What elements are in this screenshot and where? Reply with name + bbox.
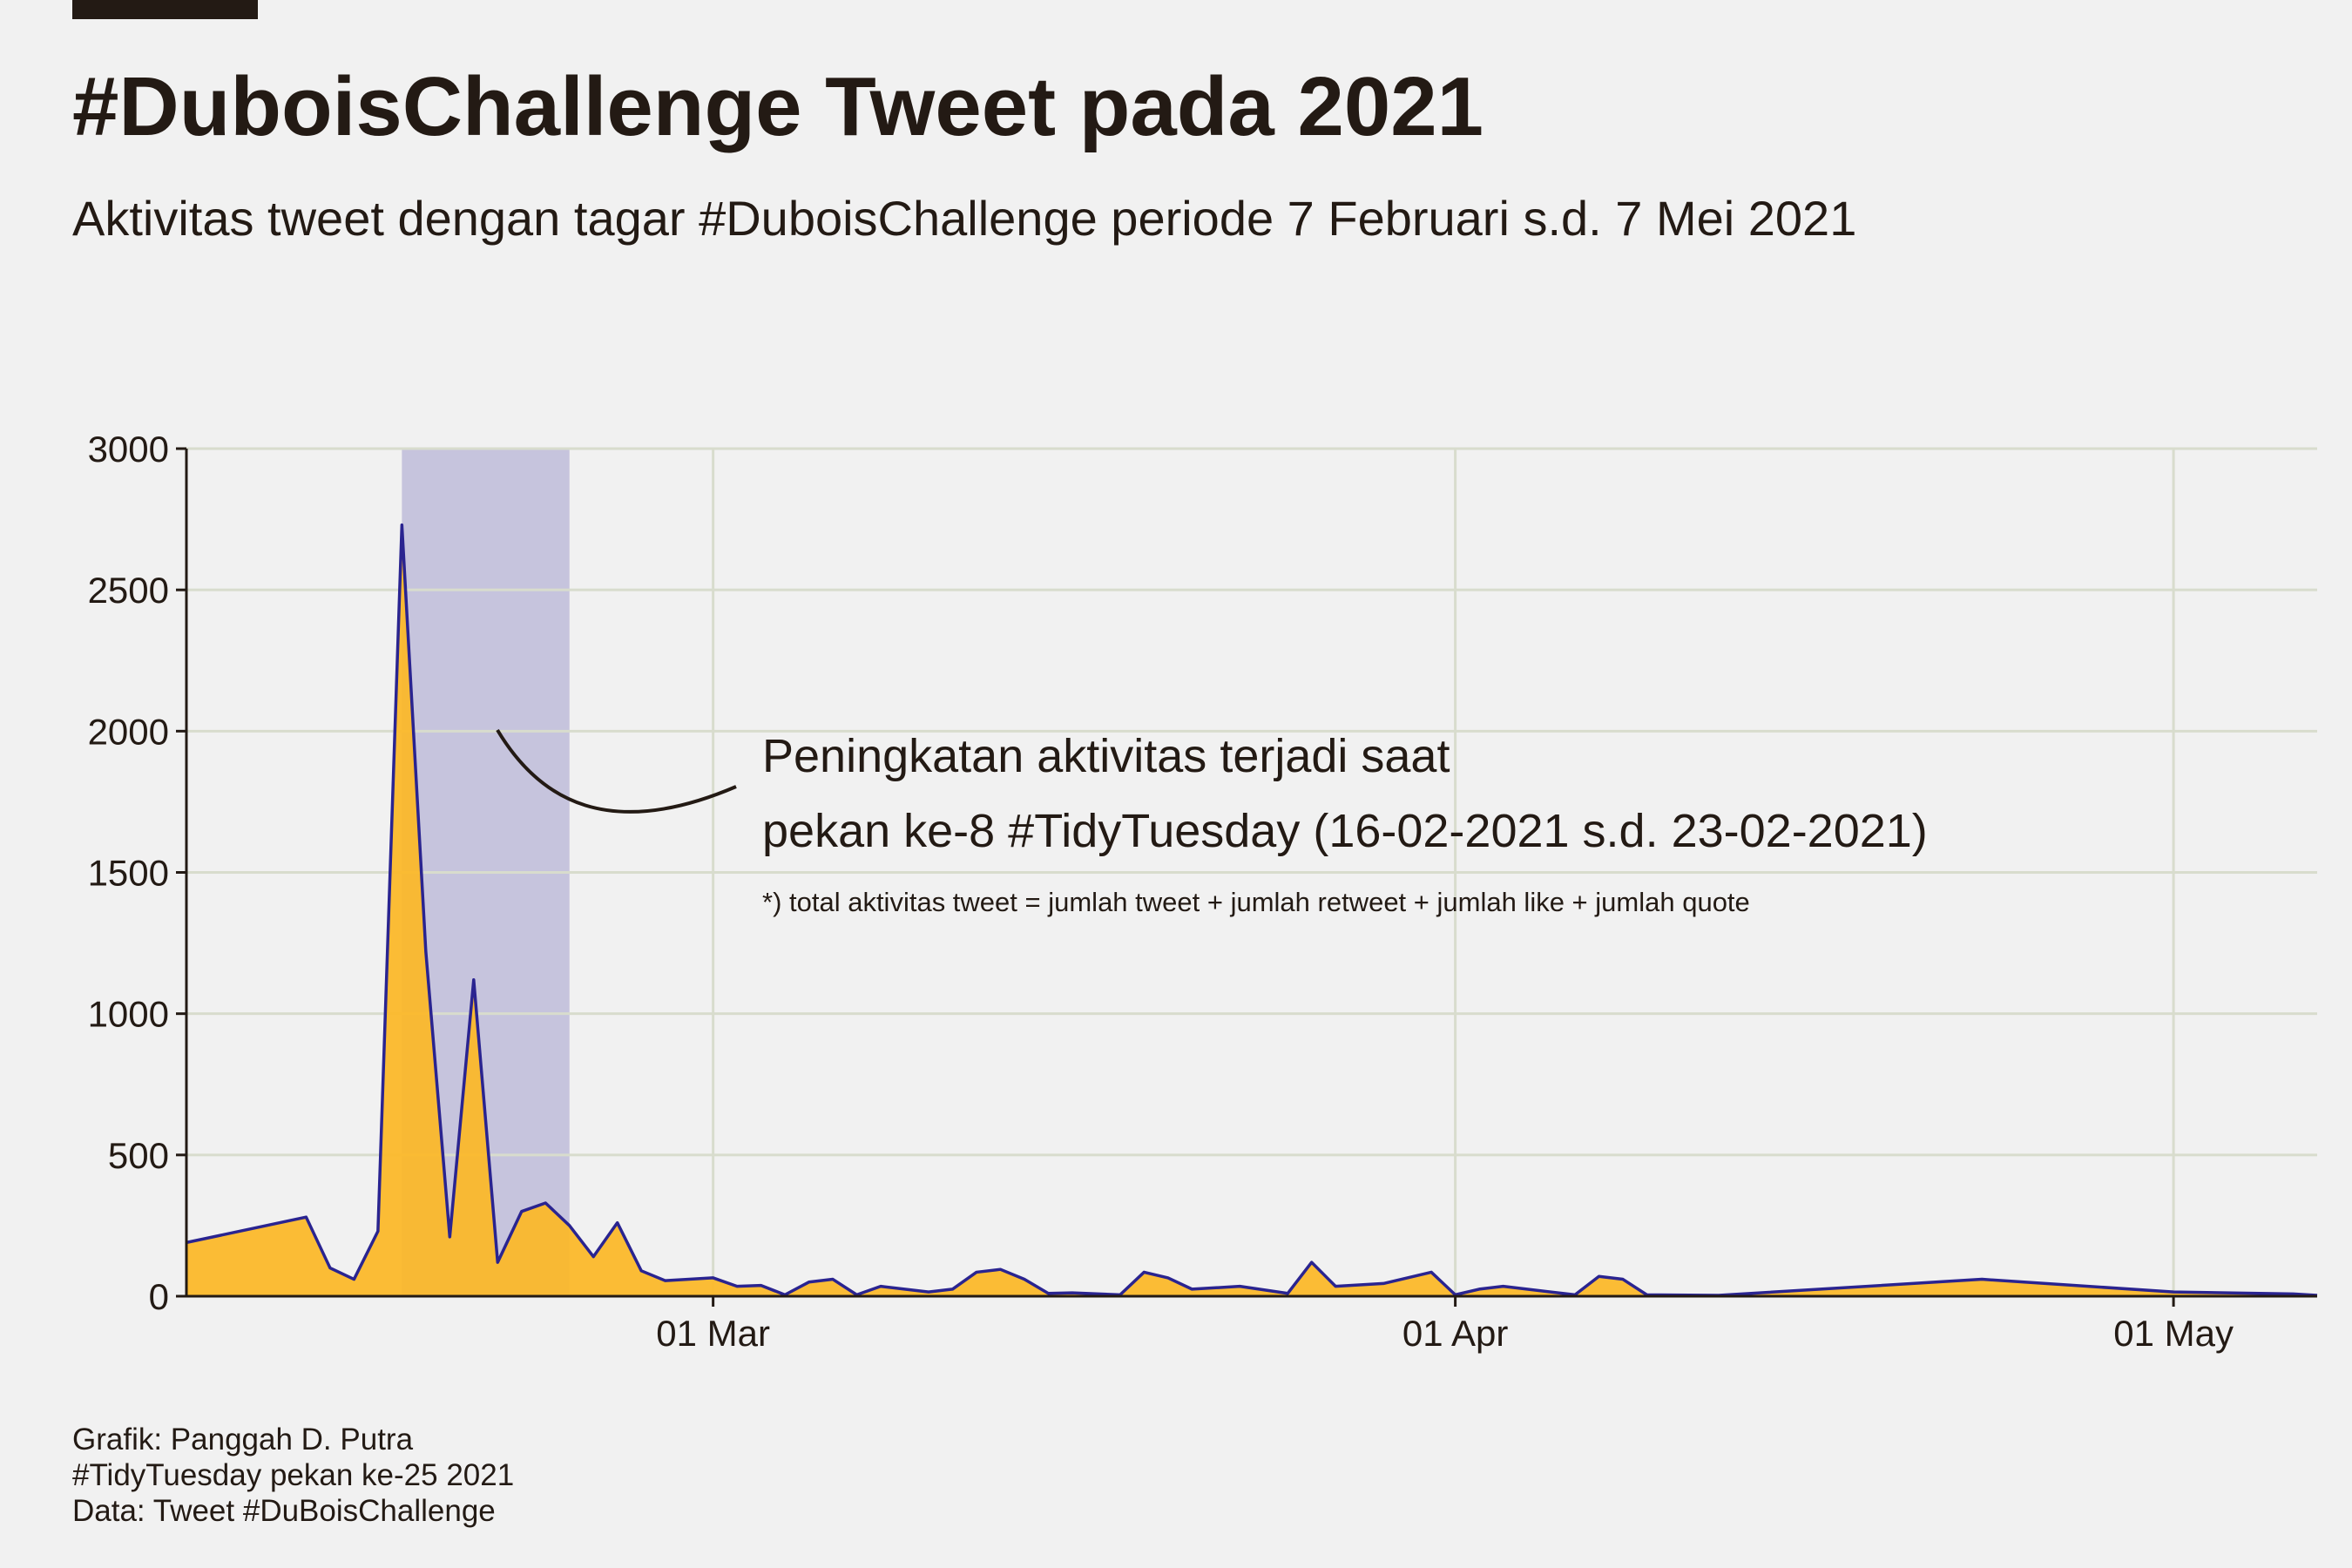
y-tick-label: 2000 [88, 711, 169, 752]
top-accent-bar [72, 0, 258, 19]
page-subtitle: Aktivitas tweet dengan tagar #DuboisChal… [72, 191, 1857, 246]
caption-line-2: #TidyTuesday pekan ke-25 2021 [72, 1458, 515, 1492]
page-title: #DuboisChallenge Tweet pada 2021 [72, 60, 1484, 153]
x-tick-label: 01 Mar [656, 1313, 770, 1354]
annotation-text: Peningkatan aktivitas terjadi saat pekan… [762, 719, 1928, 868]
caption-line-3: Data: Tweet #DuBoisChallenge [72, 1494, 496, 1528]
y-tick-label: 2500 [88, 570, 169, 611]
series-layer [186, 523, 2318, 1297]
tick-label-layer: 0 500 1000 1500 2000 2500 3000 01 Mar 01 Apr 01 M… [88, 429, 2234, 1354]
annotation-line-1: Peningkatan aktivitas terjadi saat [762, 730, 1450, 782]
annotation-line-2: pekan ke-8 #TidyTuesday (16-02-2021 s.d.… [762, 805, 1928, 857]
caption: Grafik: Panggah D. Putra #TidyTuesday pe… [72, 1422, 514, 1529]
annotation-footnote: *) total aktivitas tweet = jumlah tweet … [762, 887, 1750, 917]
y-tick-label: 500 [108, 1135, 169, 1176]
annotation-curve [496, 728, 737, 814]
series-line [186, 523, 2318, 1297]
y-tick-label: 3000 [88, 429, 169, 470]
x-tick-label: 01 Apr [1402, 1313, 1508, 1354]
y-tick-label: 1500 [88, 853, 169, 894]
caption-line-1: Grafik: Panggah D. Putra [72, 1423, 414, 1456]
axes-layer [176, 447, 2317, 1307]
y-tick-label: 1000 [88, 994, 169, 1035]
y-tick-label: 0 [149, 1276, 169, 1317]
x-tick-label: 01 May [2113, 1313, 2234, 1354]
